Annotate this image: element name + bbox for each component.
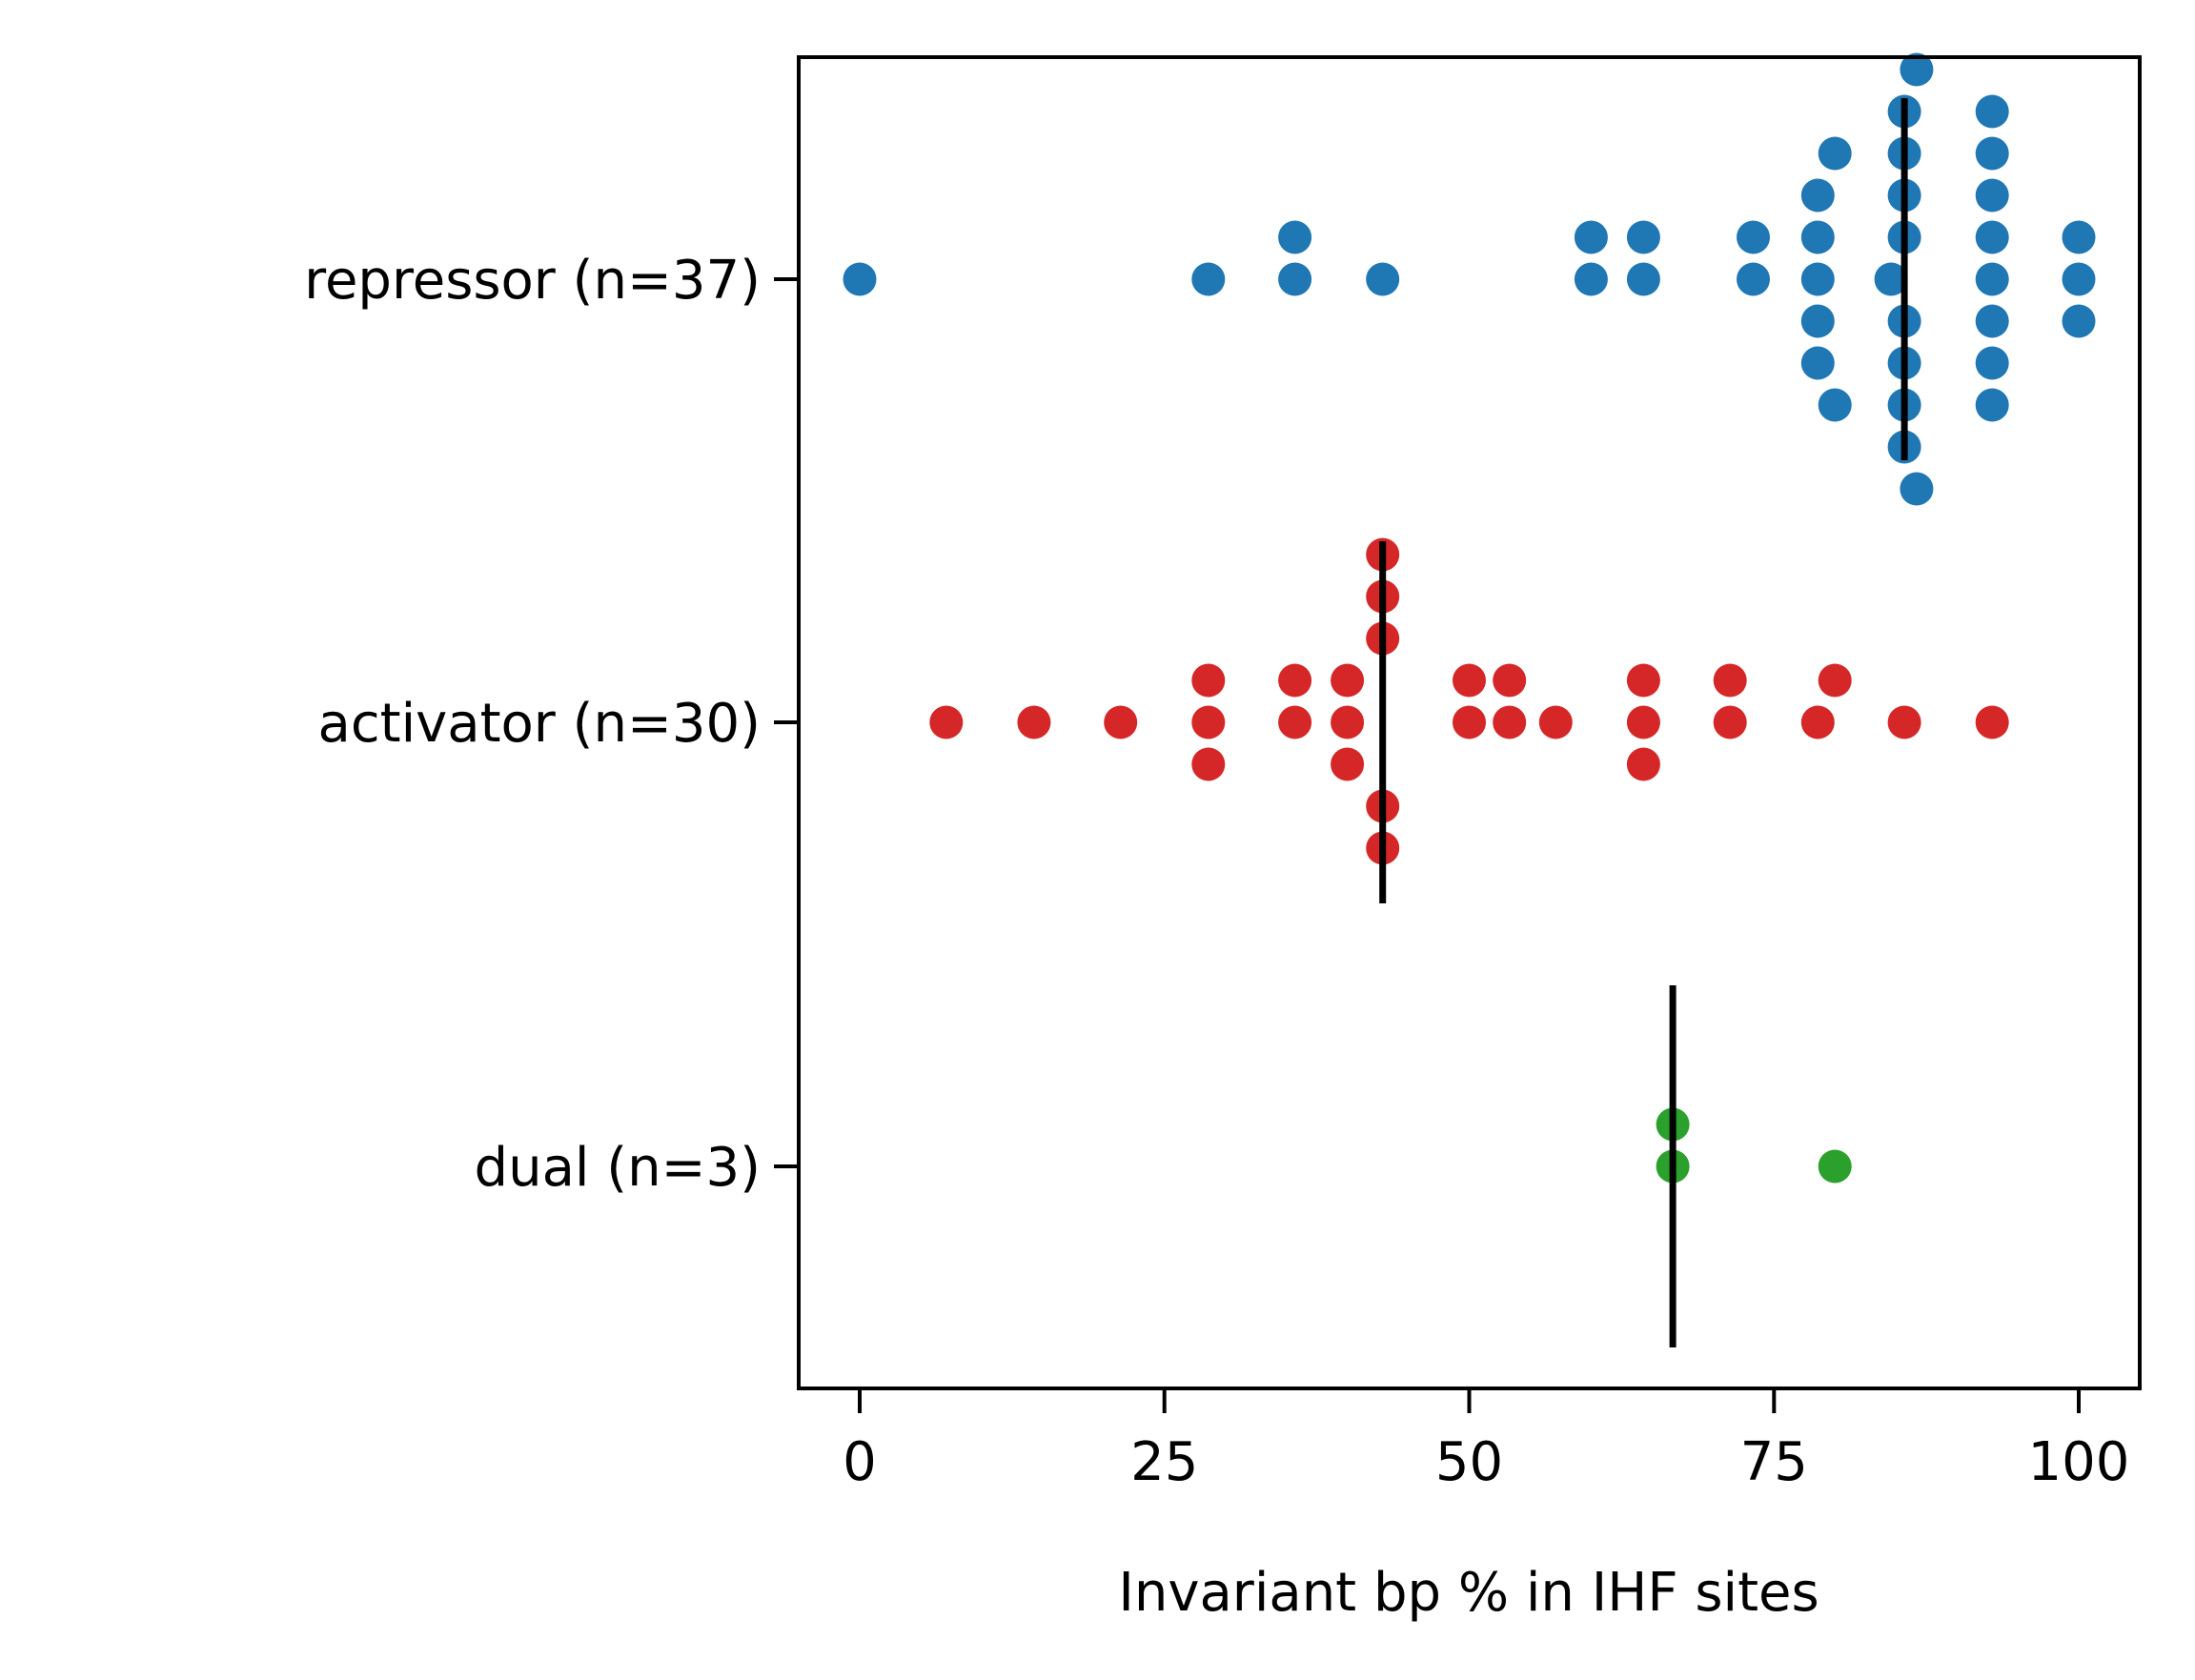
data-point-1-1 [1017, 705, 1051, 739]
data-point-0-34 [1975, 136, 2009, 171]
data-point-0-12 [1800, 220, 1835, 254]
data-point-0-15 [1800, 346, 1835, 380]
data-point-1-3 [1191, 705, 1226, 739]
data-point-1-24 [1713, 705, 1747, 739]
data-point-0-0 [843, 262, 877, 296]
data-point-0-32 [1975, 178, 2009, 213]
data-point-2-2 [1818, 1149, 1852, 1184]
data-point-0-14 [1800, 178, 1835, 213]
data-point-0-33 [1975, 346, 2009, 380]
data-point-0-1 [1191, 262, 1226, 296]
data-point-0-2 [1278, 262, 1312, 296]
y-tick-label-2: dual (n=3) [475, 1137, 761, 1199]
data-point-1-10 [1331, 747, 1365, 781]
data-point-0-13 [1800, 304, 1835, 338]
median-layer [1379, 98, 1908, 1347]
x-axis-label: Invariant bp % in IHF sites [1118, 1562, 1819, 1624]
data-point-0-17 [1818, 388, 1852, 422]
data-point-1-5 [1191, 747, 1226, 781]
x-tick-label-2: 50 [1435, 1431, 1503, 1493]
data-point-1-27 [1818, 663, 1852, 698]
data-point-0-10 [1737, 220, 1770, 254]
data-point-1-28 [1887, 705, 1921, 739]
data-point-1-0 [929, 705, 964, 739]
data-point-1-18 [1493, 705, 1527, 739]
x-tick-label-4: 100 [2028, 1431, 2130, 1493]
x-axis: 0 25 50 75 100 [843, 1388, 2129, 1493]
data-point-0-9 [1737, 262, 1770, 296]
data-point-1-8 [1331, 705, 1365, 739]
data-point-0-30 [1975, 220, 2009, 254]
data-point-1-6 [1278, 705, 1312, 739]
data-point-0-6 [1574, 220, 1608, 254]
data-point-1-16 [1453, 705, 1486, 739]
data-point-1-25 [1713, 663, 1747, 698]
data-point-1-21 [1626, 705, 1660, 739]
y-tick-label-0: repressor (n=37) [304, 250, 761, 312]
data-point-0-36 [1975, 94, 2009, 129]
data-point-1-19 [1493, 663, 1527, 698]
data-point-1-17 [1453, 663, 1486, 698]
data-point-0-39 [2062, 304, 2096, 338]
data-point-1-9 [1331, 663, 1365, 698]
data-point-0-4 [1366, 262, 1400, 296]
data-point-0-31 [1975, 304, 2009, 338]
data-point-0-3 [1278, 220, 1312, 254]
x-tick-label-1: 25 [1130, 1431, 1198, 1493]
data-point-1-7 [1278, 663, 1312, 698]
data-point-0-11 [1800, 262, 1835, 296]
data-point-0-7 [1626, 262, 1660, 296]
data-point-0-37 [2062, 262, 2096, 296]
x-tick-label-3: 75 [1740, 1431, 1808, 1493]
data-point-0-29 [1975, 262, 2009, 296]
data-point-1-20 [1538, 705, 1573, 739]
data-point-0-18 [1874, 262, 1908, 296]
data-point-1-29 [1975, 705, 2009, 739]
data-point-0-35 [1975, 388, 2009, 422]
y-axis: repressor (n=37) activator (n=30) dual (n=… [304, 250, 799, 1199]
data-point-0-38 [2062, 220, 2096, 254]
data-point-1-26 [1800, 705, 1835, 739]
data-point-0-27 [1900, 52, 1934, 87]
data-point-1-2 [1104, 705, 1138, 739]
y-tick-label-1: activator (n=30) [318, 693, 762, 755]
data-point-0-28 [1900, 472, 1934, 506]
x-tick-label-0: 0 [843, 1431, 877, 1493]
data-point-1-4 [1191, 663, 1226, 698]
data-point-0-8 [1626, 220, 1660, 254]
points-layer [843, 52, 2096, 1184]
data-point-0-5 [1574, 262, 1608, 296]
data-point-0-16 [1818, 136, 1852, 171]
data-point-1-22 [1626, 663, 1660, 698]
data-point-1-23 [1626, 747, 1660, 781]
